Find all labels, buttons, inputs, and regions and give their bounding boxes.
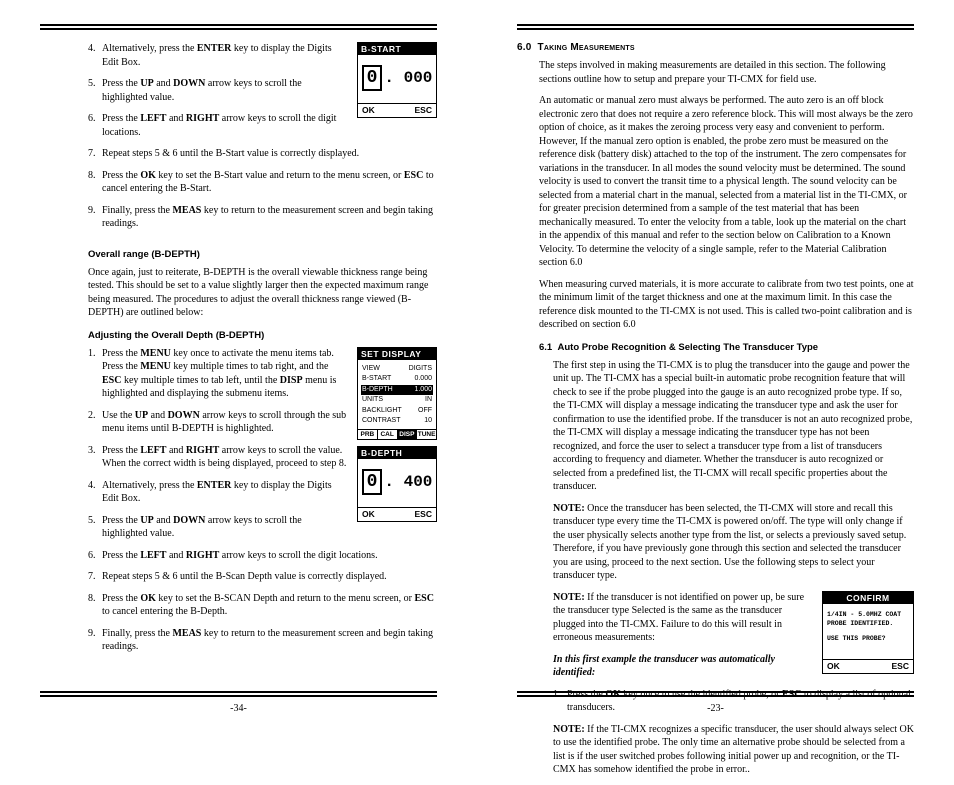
note-label: NOTE:	[553, 724, 585, 735]
rule-top-2	[40, 28, 437, 30]
step-number: 7.	[88, 147, 96, 161]
step-number: 2.	[88, 409, 96, 423]
step-text: Alternatively, press the ENTER key to di…	[102, 43, 332, 68]
step-text: Press the OK key to set the B-SCAN Depth…	[102, 593, 434, 618]
para-intro: The steps involved in making measurement…	[539, 59, 914, 86]
step-text: Press the LEFT and RIGHT arrow keys to s…	[102, 445, 346, 470]
lcd-confirm-panel: CONFIRM 1/4IN - 5.0MHZ COAT PROBE IDENTI…	[822, 591, 914, 674]
right-content: 6.0 Taking Measurements The steps involve…	[517, 42, 914, 785]
subsection-title: Auto Probe Recognition & Selecting The T…	[558, 342, 819, 353]
confirm-line-3: USE THIS PROBE?	[827, 634, 909, 643]
page-right: 6.0 Taking Measurements The steps involve…	[477, 0, 954, 738]
para-curved: When measuring curved materials, it is m…	[539, 278, 914, 332]
subsection-number: 6.1	[539, 342, 552, 353]
para-probe-intro: The first step in using the TI-CMX is to…	[553, 359, 914, 494]
step-number: 3.	[88, 444, 96, 458]
confirm-line-1: 1/4IN - 5.0MHZ COAT	[827, 610, 909, 619]
rule-bot-1	[517, 691, 914, 693]
bdepth-block: SET DISPLAY VIEWDIGITSB-START0.000B-DEPT…	[88, 347, 437, 662]
confirm-line-2: PROBE IDENTIFIED.	[827, 619, 909, 628]
rule-bot-1	[40, 691, 437, 693]
rule-bot-2	[517, 695, 914, 697]
step-text: Press the UP and DOWN arrow keys to scro…	[102, 78, 302, 103]
subsection-heading: 6.1 Auto Probe Recognition & Selecting T…	[539, 342, 914, 353]
lcd-confirm: CONFIRM 1/4IN - 5.0MHZ COAT PROBE IDENTI…	[822, 591, 914, 674]
step-text: Press the LEFT and RIGHT arrow keys to s…	[102, 550, 378, 561]
subhead-adjust: Adjusting the Overall Depth (B-DEPTH)	[88, 330, 437, 341]
step-number: 6.	[88, 112, 96, 126]
section-body: The steps involved in making measurement…	[517, 59, 914, 785]
footer-left: -34-	[40, 691, 437, 714]
step-item: 2. Use the UP and DOWN arrow keys to scro…	[88, 409, 437, 436]
section-number: 6.0	[517, 42, 532, 53]
step-text: Repeat steps 5 & 6 until the B-Start val…	[102, 148, 359, 159]
bstart-block: B-START 0. 000 OK ESC 4.Alternatively, p…	[88, 42, 437, 239]
step-item: 7. Repeat steps 5 & 6 until the B-Start v…	[88, 147, 437, 161]
section-title: Taking Measurements	[538, 42, 635, 53]
step-item: 9. Finally, press the MEAS key to return …	[88, 204, 437, 231]
step-text: Alternatively, press the ENTER key to di…	[102, 480, 332, 505]
subsection-body: The first step in using the TI-CMX is to…	[539, 359, 914, 785]
step-item: 7. Repeat steps 5 & 6 until the B-Scan De…	[88, 570, 437, 584]
step-item: 5. Press the UP and DOWN arrow keys to sc…	[88, 514, 437, 541]
note-text: If the TI-CMX recognizes a specific tran…	[553, 724, 914, 776]
note-text: If the transducer is not identified on p…	[553, 592, 804, 644]
step-number: 5.	[88, 514, 96, 528]
step-item: 3. Press the LEFT and RIGHT arrow keys to…	[88, 444, 437, 471]
step-number: 8.	[88, 169, 96, 183]
step-text: Finally, press the MEAS key to return to…	[102, 628, 433, 653]
para-zero: An automatic or manual zero must always …	[539, 94, 914, 270]
page-left: B-START 0. 000 OK ESC 4.Alternatively, p…	[0, 0, 477, 738]
step-number: 5.	[88, 77, 96, 91]
note-text: Once the transducer has been selected, t…	[553, 503, 906, 582]
lcd-esc: ESC	[892, 661, 909, 671]
rule-top-2	[517, 28, 914, 30]
note-3: NOTE: If the TI-CMX recognizes a specifi…	[553, 723, 914, 777]
para-overall: Once again, just to reiterate, B-DEPTH i…	[88, 266, 437, 320]
step-item: 6. Press the LEFT and RIGHT arrow keys to…	[88, 112, 437, 139]
steps-b: 1. Press the MENU key once to activate th…	[88, 347, 437, 654]
step-item: 8. Press the OK key to set the B-SCAN Dep…	[88, 592, 437, 619]
step-number: 9.	[88, 204, 96, 218]
rule-top-1	[40, 24, 437, 26]
footer-right: -23-	[517, 691, 914, 714]
lcd-title: CONFIRM	[823, 592, 913, 604]
step-item: 4. Alternatively, press the ENTER key to …	[88, 479, 437, 506]
step-item: 5. Press the UP and DOWN arrow keys to sc…	[88, 77, 437, 104]
note-1: NOTE: Once the transducer has been selec…	[553, 502, 914, 583]
step-number: 6.	[88, 549, 96, 563]
step-number: 8.	[88, 592, 96, 606]
step-text: Press the MENU key once to activate the …	[102, 348, 336, 400]
step-item: 1. Press the MENU key once to activate th…	[88, 347, 437, 401]
confirm-body: 1/4IN - 5.0MHZ COAT PROBE IDENTIFIED. US…	[823, 604, 913, 659]
left-content: B-START 0. 000 OK ESC 4.Alternatively, p…	[40, 42, 437, 662]
lcd-footer: OK ESC	[823, 659, 913, 673]
step-number: 9.	[88, 627, 96, 641]
step-item: 6. Press the LEFT and RIGHT arrow keys to…	[88, 549, 437, 563]
step-item: 4. Alternatively, press the ENTER key to …	[88, 42, 437, 69]
rule-bot-2	[40, 695, 437, 697]
step-text: Use the UP and DOWN arrow keys to scroll…	[102, 410, 346, 435]
step-item: 9. Finally, press the MEAS key to return …	[88, 627, 437, 654]
confirm-block: CONFIRM 1/4IN - 5.0MHZ COAT PROBE IDENTI…	[553, 591, 914, 785]
step-text: Press the UP and DOWN arrow keys to scro…	[102, 515, 302, 540]
step-item: 8. Press the OK key to set the B-Start va…	[88, 169, 437, 196]
step-number: 7.	[88, 570, 96, 584]
step-text: Finally, press the MEAS key to return to…	[102, 205, 433, 230]
section-heading: 6.0 Taking Measurements	[517, 42, 914, 53]
subhead-overall: Overall range (B-DEPTH)	[88, 249, 437, 260]
page-number: -34-	[40, 703, 437, 714]
note-label: NOTE:	[553, 592, 585, 603]
step-number: 4.	[88, 42, 96, 56]
step-number: 1.	[88, 347, 96, 361]
lcd-ok: OK	[827, 661, 840, 671]
step-text: Press the LEFT and RIGHT arrow keys to s…	[102, 113, 336, 138]
step-text: Repeat steps 5 & 6 until the B-Scan Dept…	[102, 571, 387, 582]
step-text: Press the OK key to set the B-Start valu…	[102, 170, 434, 195]
step-number: 4.	[88, 479, 96, 493]
page-number: -23-	[517, 703, 914, 714]
rule-top-1	[517, 24, 914, 26]
note-label: NOTE:	[553, 503, 585, 514]
